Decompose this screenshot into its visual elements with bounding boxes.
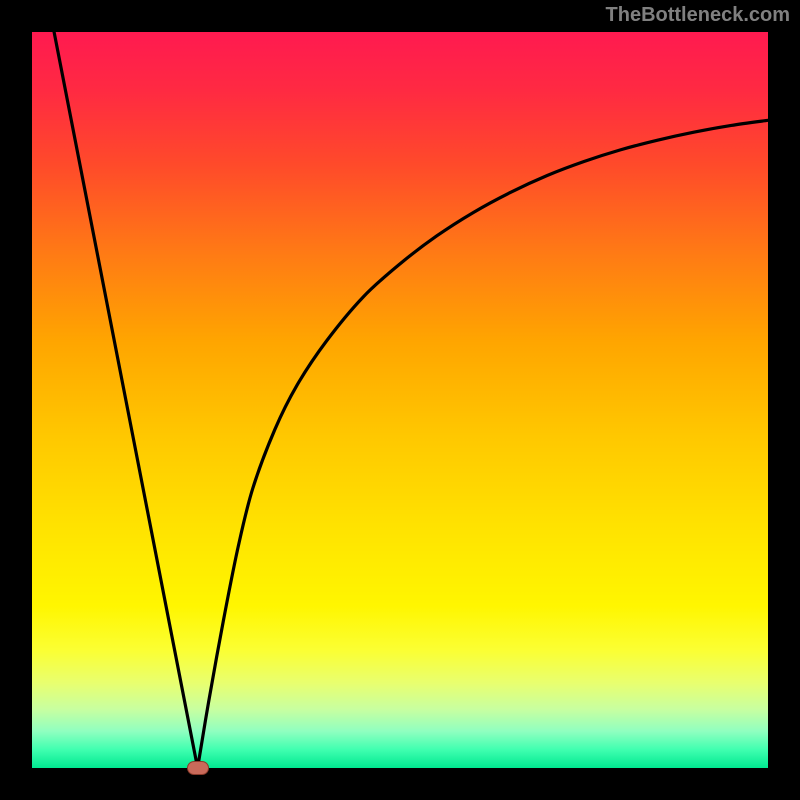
plot-area xyxy=(32,32,768,768)
bottleneck-curve xyxy=(54,32,768,768)
chart-container: TheBottleneck.com xyxy=(0,0,800,800)
watermark-text: TheBottleneck.com xyxy=(606,4,790,27)
minimum-marker xyxy=(187,761,209,775)
curve-layer xyxy=(32,32,768,768)
